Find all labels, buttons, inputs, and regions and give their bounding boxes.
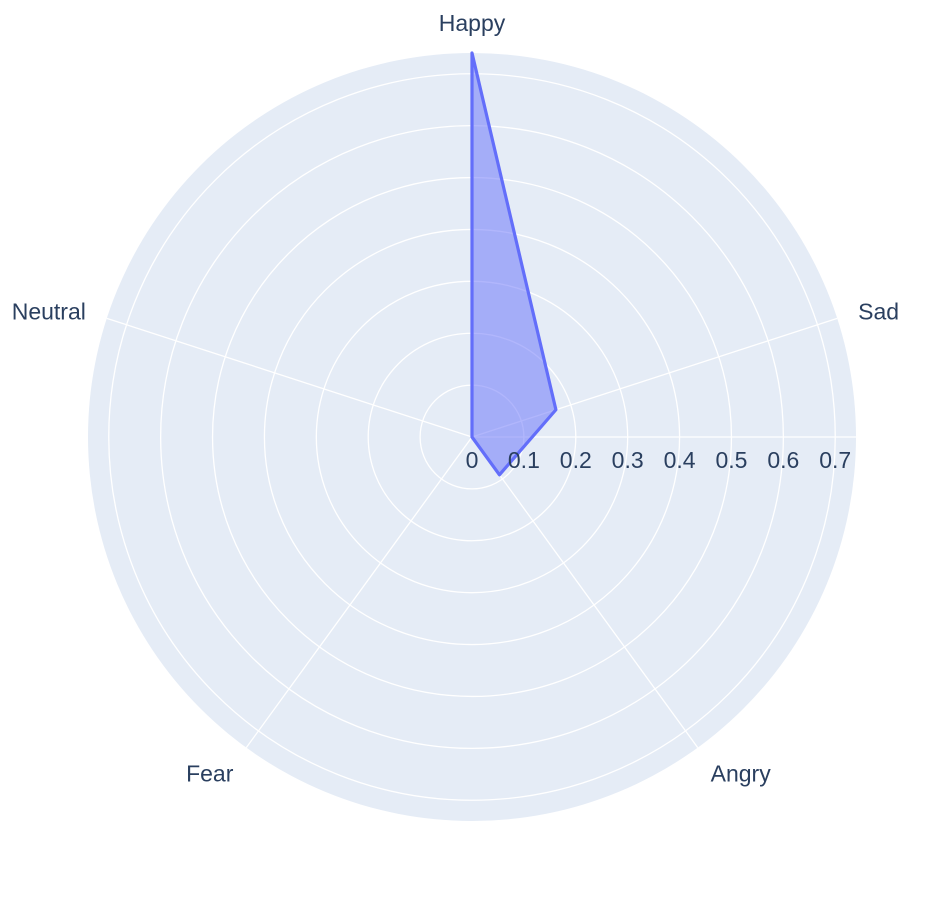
radial-tick-label: 0.3 [612, 447, 644, 473]
series-area [470, 51, 558, 477]
category-label-angry: Angry [711, 760, 772, 786]
radial-tick-label: 0.1 [508, 447, 540, 473]
radial-tick-label: 0.7 [819, 447, 851, 473]
radial-tick-label: 0.6 [767, 447, 799, 473]
radial-tick-label: 0.4 [664, 447, 696, 473]
category-label-happy: Happy [439, 10, 506, 36]
radial-tick-labels: 0 0.1 0.2 0.3 0.4 0.5 0.6 0.7 [466, 447, 852, 473]
radial-tick-label: 0 [466, 447, 479, 473]
spoke-neutral [106, 317, 473, 438]
series-layer [470, 51, 558, 477]
radial-tick-label: 0.5 [715, 447, 747, 473]
category-label-sad: Sad [858, 299, 899, 325]
category-label-neutral: Neutral [12, 299, 86, 325]
category-label-fear: Fear [186, 760, 234, 786]
spoke-fear [245, 436, 473, 749]
radial-tick-label: 0.2 [560, 447, 592, 473]
spoke-angry [471, 436, 699, 749]
category-labels: Happy Sad Angry Fear Neutral [12, 10, 899, 786]
